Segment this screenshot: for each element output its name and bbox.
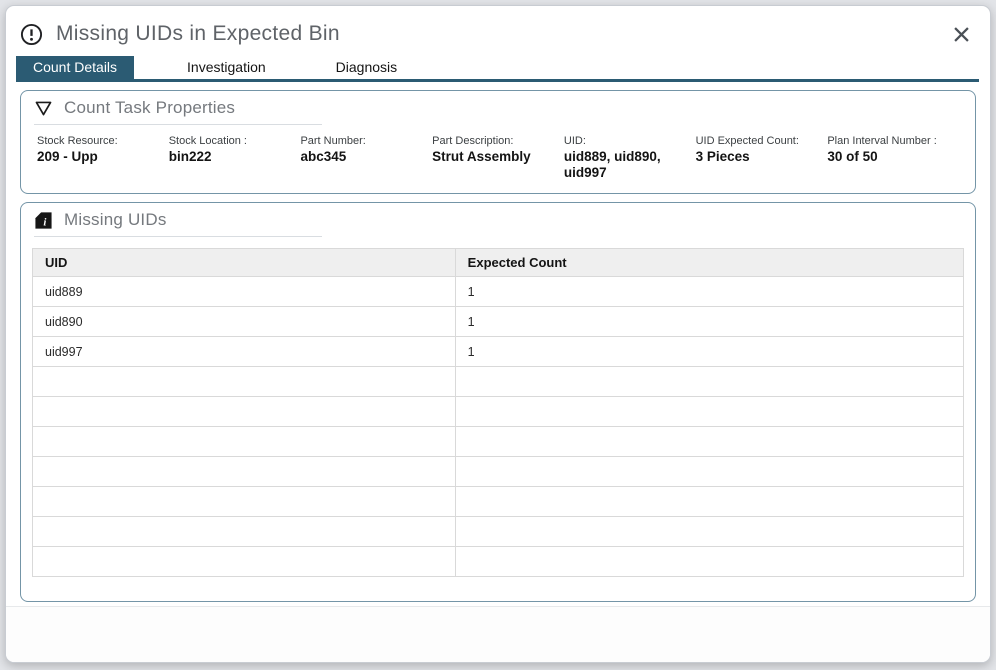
table-cell: uid890	[32, 306, 456, 337]
property-field: UID: uid889, uid890, uid997	[564, 134, 696, 181]
table-row	[32, 546, 965, 577]
count-task-properties-panel: Count Task Properties Stock Resource: 209…	[20, 90, 976, 194]
table-cell: 1	[454, 276, 965, 307]
tab-investigation[interactable]: Investigation	[187, 59, 266, 75]
table-row: uid997 1	[32, 336, 965, 367]
missing-uids-header: i Missing UIDs	[34, 210, 322, 237]
close-button[interactable]	[948, 21, 974, 47]
table-row	[32, 516, 965, 547]
table-row	[32, 486, 965, 517]
document-info-icon: i	[34, 211, 53, 230]
field-label: Part Number:	[300, 135, 366, 147]
property-field: Plan Interval Number : 30 of 50	[827, 134, 959, 181]
missing-uids-table: UID Expected Count uid889 1 uid890 1 uid997 1	[32, 248, 965, 577]
missing-uids-dialog: Missing UIDs in Expected Bin Count Detai…	[5, 5, 991, 663]
field-value: 209 - Upp	[37, 149, 98, 164]
tab-diagnosis[interactable]: Diagnosis	[335, 59, 398, 75]
field-value: 30 of 50	[827, 149, 878, 164]
table-cell	[454, 366, 965, 397]
table-cell: 1	[454, 306, 965, 337]
table-cell: uid889	[32, 276, 456, 307]
tab-bar: Count Details Investigation Diagnosis	[16, 56, 979, 82]
property-field: UID Expected Count: 3 Pieces	[696, 134, 828, 181]
table-cell	[454, 456, 965, 487]
collapse-triangle-icon[interactable]	[34, 99, 53, 118]
property-field: Part Number: abc345	[300, 134, 432, 181]
field-label: Stock Resource:	[37, 135, 118, 147]
dialog-header: Missing UIDs in Expected Bin	[6, 6, 990, 53]
property-field: Stock Location : bin222	[169, 134, 301, 181]
column-header: UID	[32, 248, 456, 277]
table-cell	[32, 516, 456, 547]
table-header-row: UID Expected Count	[32, 248, 965, 277]
table-body: uid889 1 uid890 1 uid997 1	[32, 276, 965, 577]
table-cell	[454, 396, 965, 427]
column-header: Expected Count	[454, 248, 965, 277]
table-cell	[454, 546, 965, 577]
tab-count-details[interactable]: Count Details	[16, 56, 135, 79]
svg-text:i: i	[43, 216, 46, 228]
field-label: Part Description:	[432, 135, 514, 147]
table-cell	[32, 546, 456, 577]
field-value: Strut Assembly	[432, 149, 531, 164]
table-cell: 1	[454, 336, 965, 367]
table-cell	[454, 516, 965, 547]
table-cell	[32, 396, 456, 427]
table-row	[32, 396, 965, 427]
table-cell	[32, 366, 456, 397]
field-value: bin222	[168, 149, 212, 164]
count-task-fields: Stock Resource: 209 - Upp Stock Location :…	[21, 125, 975, 193]
table-row	[32, 366, 965, 397]
table-row	[32, 426, 965, 457]
panel-title: Missing UIDs	[64, 210, 167, 229]
table-cell: uid997	[32, 336, 456, 367]
missing-uids-table-wrap: UID Expected Count uid889 1 uid890 1 uid997 1	[21, 237, 975, 601]
panel-title: Count Task Properties	[64, 98, 236, 117]
table-row	[32, 456, 965, 487]
field-label: UID:	[563, 135, 586, 147]
dialog-title: Missing UIDs in Expected Bin	[56, 22, 340, 45]
table-cell	[32, 426, 456, 457]
field-value: 3 Pieces	[695, 149, 750, 164]
table-row: uid889 1	[32, 276, 965, 307]
dialog-footer	[6, 606, 990, 662]
table-cell	[32, 486, 456, 517]
table-cell	[454, 426, 965, 457]
field-label: Plan Interval Number :	[827, 135, 937, 147]
alert-circle-icon	[20, 23, 43, 46]
count-task-properties-header: Count Task Properties	[34, 98, 322, 125]
missing-uids-panel: i Missing UIDs UID Expected Count uid889 1…	[20, 202, 976, 602]
table-row: uid890 1	[32, 306, 965, 337]
property-field: Stock Resource: 209 - Upp	[37, 134, 169, 181]
field-value: uid889, uid890, uid997	[563, 149, 661, 180]
table-cell	[32, 456, 456, 487]
property-field: Part Description: Strut Assembly	[432, 134, 564, 181]
field-label: UID Expected Count:	[695, 135, 799, 147]
table-cell	[454, 486, 965, 517]
field-value: abc345	[300, 149, 347, 164]
field-label: Stock Location :	[168, 135, 247, 147]
